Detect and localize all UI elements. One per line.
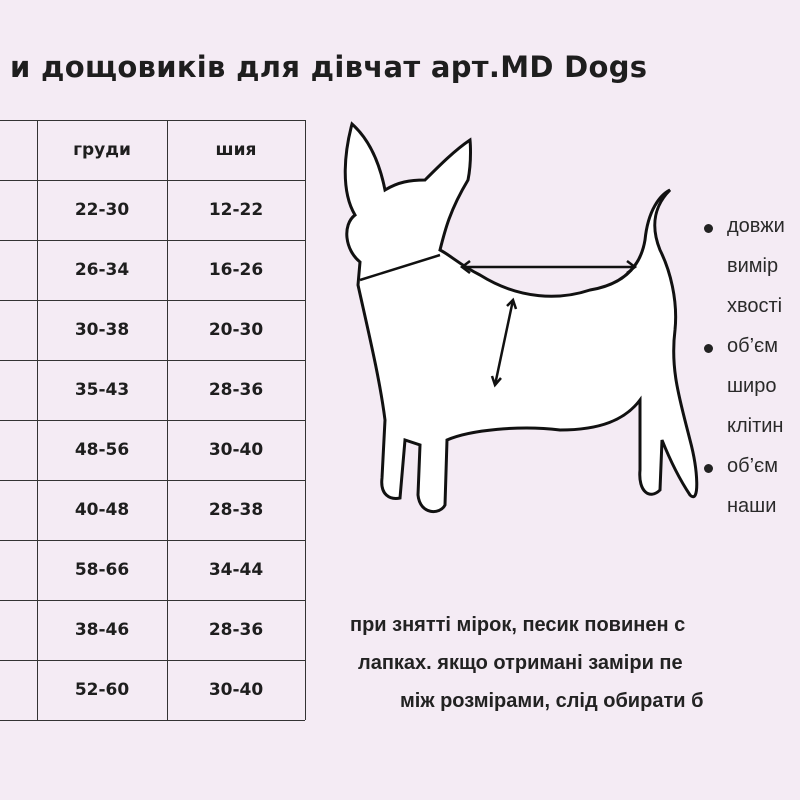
table-cell: 34-44 (208, 560, 264, 580)
table-cell: 40-48 (74, 500, 130, 520)
table-cell: 30-40 (208, 680, 264, 700)
table-line (0, 420, 305, 421)
bullet-text: довжи (727, 215, 785, 237)
table-cell: 38-46 (74, 620, 130, 640)
table-line (0, 720, 305, 721)
neck-measure (359, 253, 441, 282)
table-cell: 35-43 (74, 380, 130, 400)
length-arrow (459, 260, 638, 274)
table-header: груди (73, 140, 131, 160)
table-line (0, 360, 305, 361)
table-line (0, 660, 305, 661)
bullet-dot (704, 464, 713, 473)
bullet-text: об’єм (727, 335, 778, 357)
table-line (0, 180, 305, 181)
table-cell: 28-36 (208, 380, 264, 400)
table-cell: 26-34 (74, 260, 130, 280)
table-cell: 20-30 (208, 320, 264, 340)
table-cell: 30-38 (74, 320, 130, 340)
table-line (0, 600, 305, 601)
bullet-text: широ (727, 375, 777, 397)
table-header: шия (215, 140, 257, 160)
table-header: а (0, 140, 37, 160)
table-cell: 16-26 (208, 260, 264, 280)
table-line (0, 300, 305, 301)
note-line: лапках. якщо отримані заміри пе (358, 652, 683, 674)
table-line (167, 120, 168, 720)
table-cell: 28-36 (208, 620, 264, 640)
bullet-text: клітин (727, 415, 784, 437)
bullet-text: об’єм (727, 455, 778, 477)
table-line (0, 480, 305, 481)
bullet-text: вимір (727, 255, 779, 277)
table-line (0, 120, 305, 121)
table-cell: 22-30 (74, 200, 130, 220)
table-cell: 58-66 (74, 560, 130, 580)
bullet-text: хвості (727, 295, 783, 317)
table-line (0, 540, 305, 541)
bullet-dot (704, 224, 713, 233)
table-cell: 28-38 (208, 500, 264, 520)
bullet-text: наши (727, 495, 777, 517)
table-line (0, 240, 305, 241)
table-line (305, 120, 306, 720)
note-line: між розмірами, слід обирати б (400, 690, 704, 712)
note-line: при знятті мірок, песик повинен с (350, 614, 686, 636)
table-cell: 12-22 (208, 200, 264, 220)
table-line (37, 120, 38, 720)
table-cell: 52-60 (74, 680, 130, 700)
chest-arrow (490, 297, 518, 388)
table-cell: 30-40 (208, 440, 264, 460)
table-cell: 48-56 (74, 440, 130, 460)
bullet-dot (704, 344, 713, 353)
dog (343, 121, 699, 514)
title: и дощовиків для дівчат арт.MD Dogs (10, 50, 648, 84)
